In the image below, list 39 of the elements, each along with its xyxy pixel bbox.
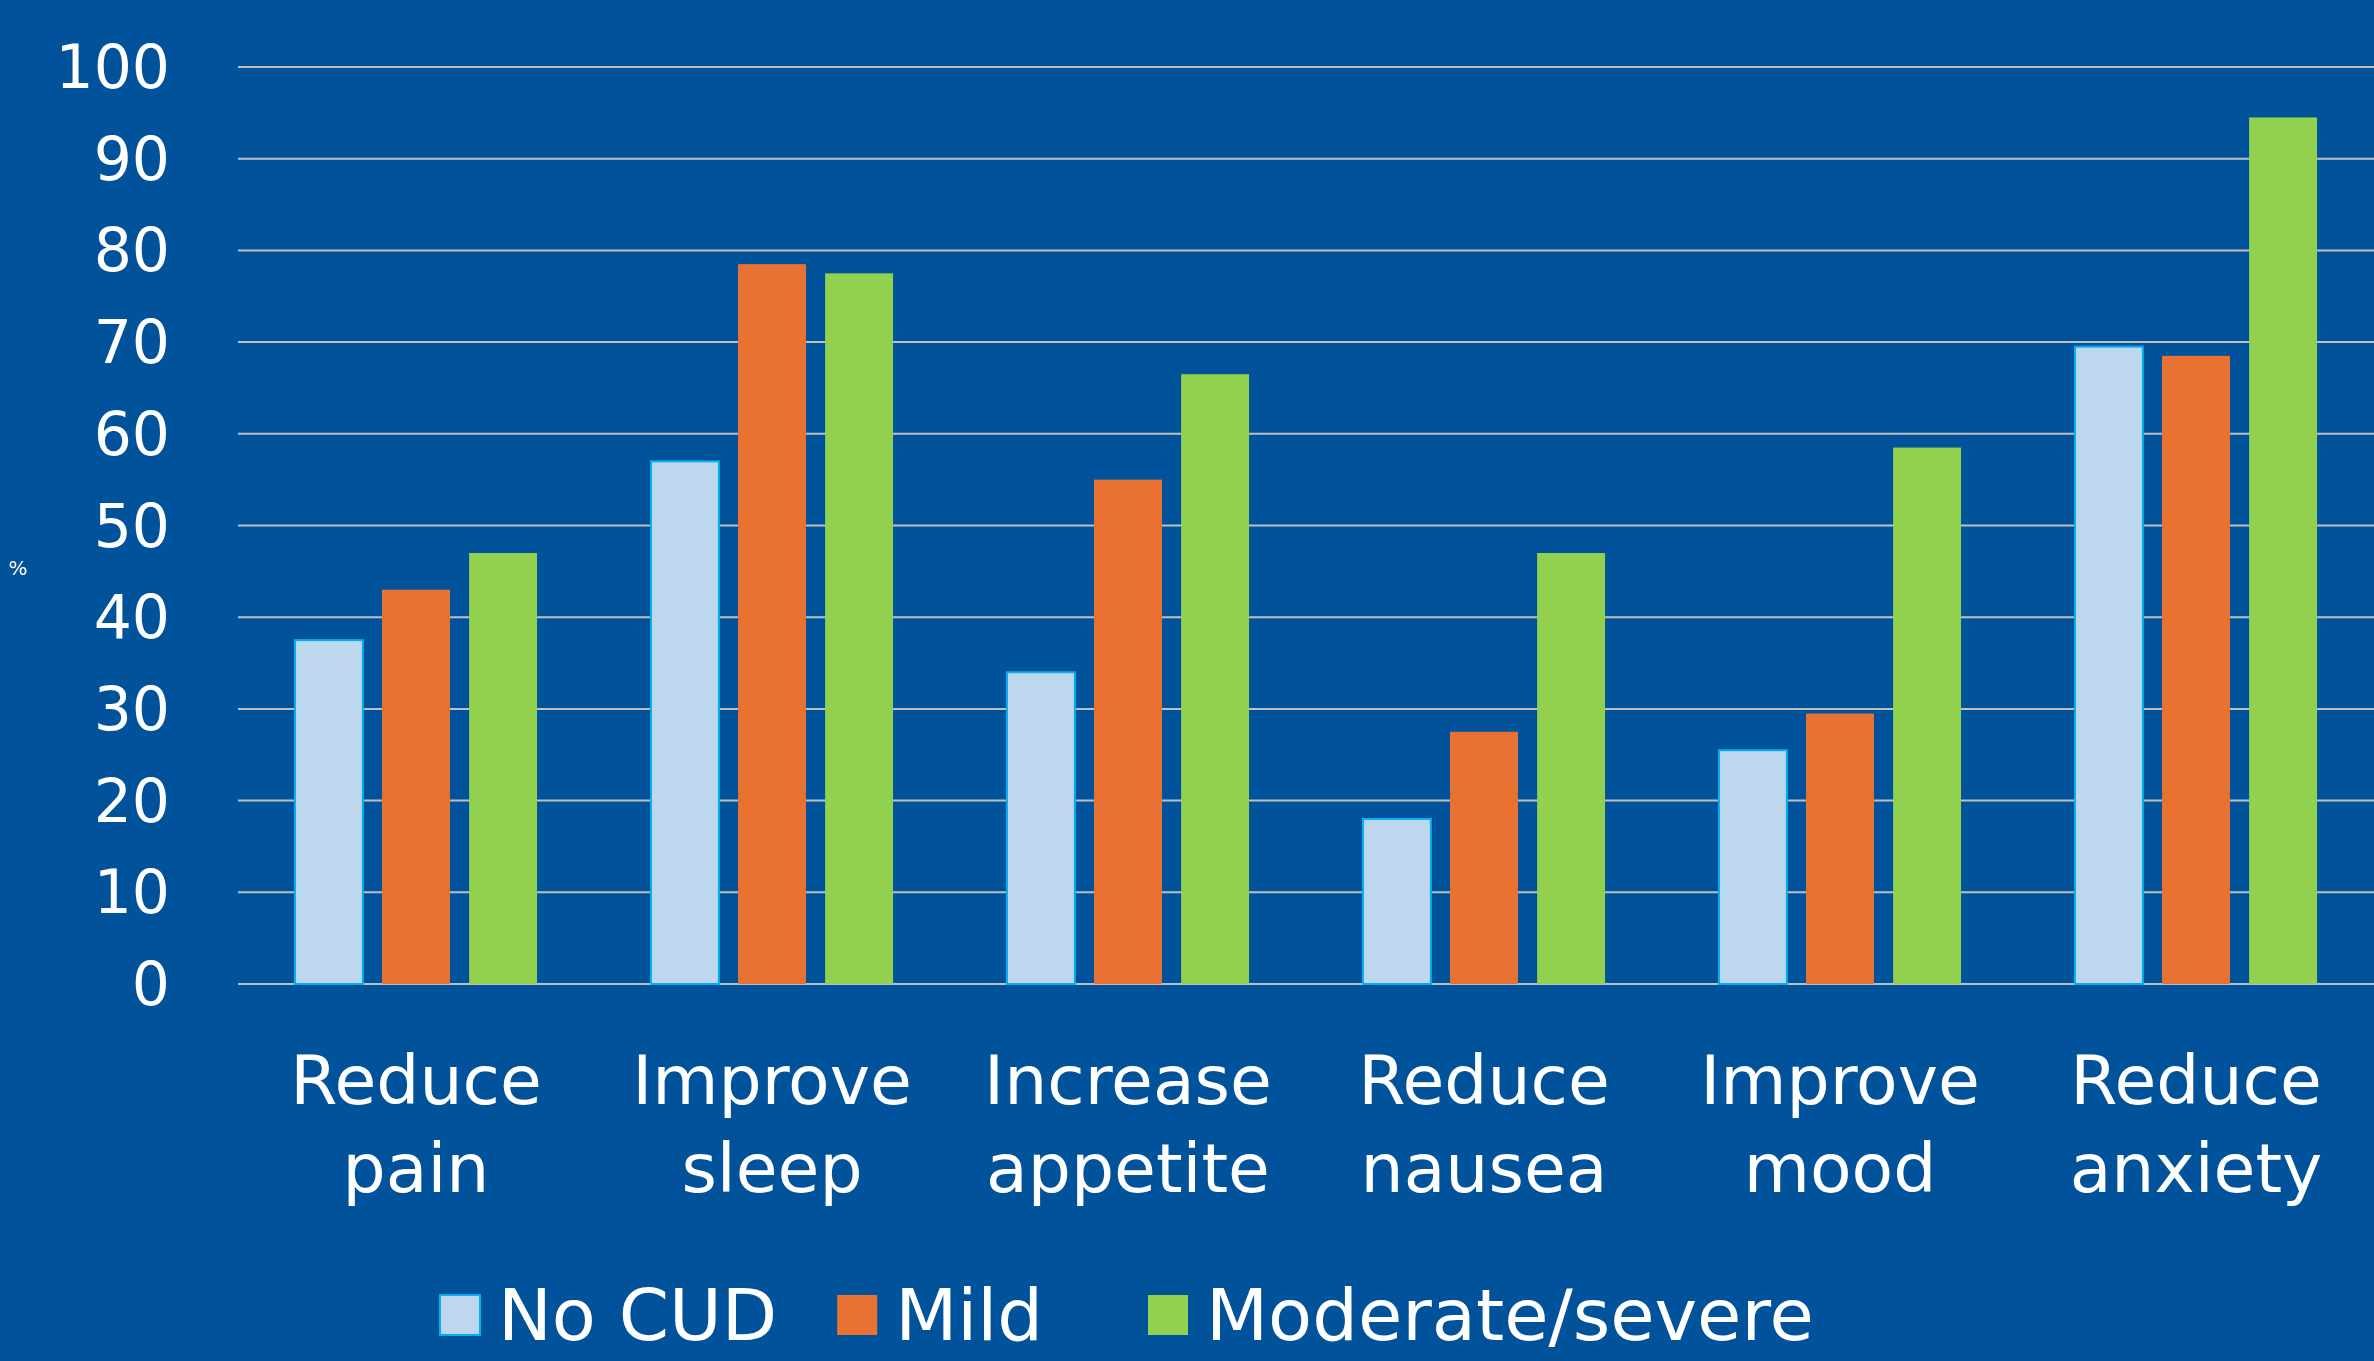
y-tick-label: 30 [93, 673, 170, 744]
y-tick-label: 50 [93, 490, 170, 561]
x-tick-label: Improve sleep [632, 1040, 912, 1209]
y-tick-label: 10 [93, 857, 170, 928]
bar [1806, 713, 1874, 984]
legend-label: Moderate/severe [1206, 1273, 1814, 1358]
x-tick-label: Reduce nausea [1358, 1040, 1610, 1209]
bar [1005, 671, 1076, 985]
bar [825, 273, 894, 984]
y-tick-label: 90 [93, 123, 170, 194]
bar [2249, 117, 2318, 984]
bar [738, 264, 806, 984]
bar [1450, 731, 1518, 984]
bar [649, 460, 720, 985]
legend-label: Mild [895, 1273, 1044, 1358]
bar [2073, 345, 2144, 985]
x-tick-label: Increase appetite [984, 1040, 1272, 1209]
y-tick-label: 0 [131, 949, 170, 1019]
y-axis-title: % [8, 556, 28, 580]
bar [2162, 355, 2230, 984]
bar [469, 553, 538, 984]
y-tick-label: 40 [93, 582, 170, 653]
bar [1893, 447, 1962, 984]
y-tick-label: 80 [93, 215, 170, 286]
y-tick-label: 20 [93, 765, 170, 836]
x-tick-label: Reduce pain [290, 1040, 542, 1209]
bar [293, 639, 364, 985]
bar [1717, 749, 1788, 985]
legend-label: No CUD [498, 1273, 778, 1358]
bar [1181, 374, 1250, 984]
x-tick-label: Improve mood [1700, 1040, 1980, 1209]
bar [1537, 553, 1606, 984]
y-tick-label: 100 [55, 32, 170, 102]
bar [1361, 817, 1432, 985]
y-tick-label: 60 [93, 398, 170, 469]
bar [382, 589, 450, 984]
bar [1094, 479, 1162, 984]
y-tick-label: 70 [93, 307, 170, 378]
x-tick-label: Reduce anxiety [2069, 1040, 2323, 1209]
